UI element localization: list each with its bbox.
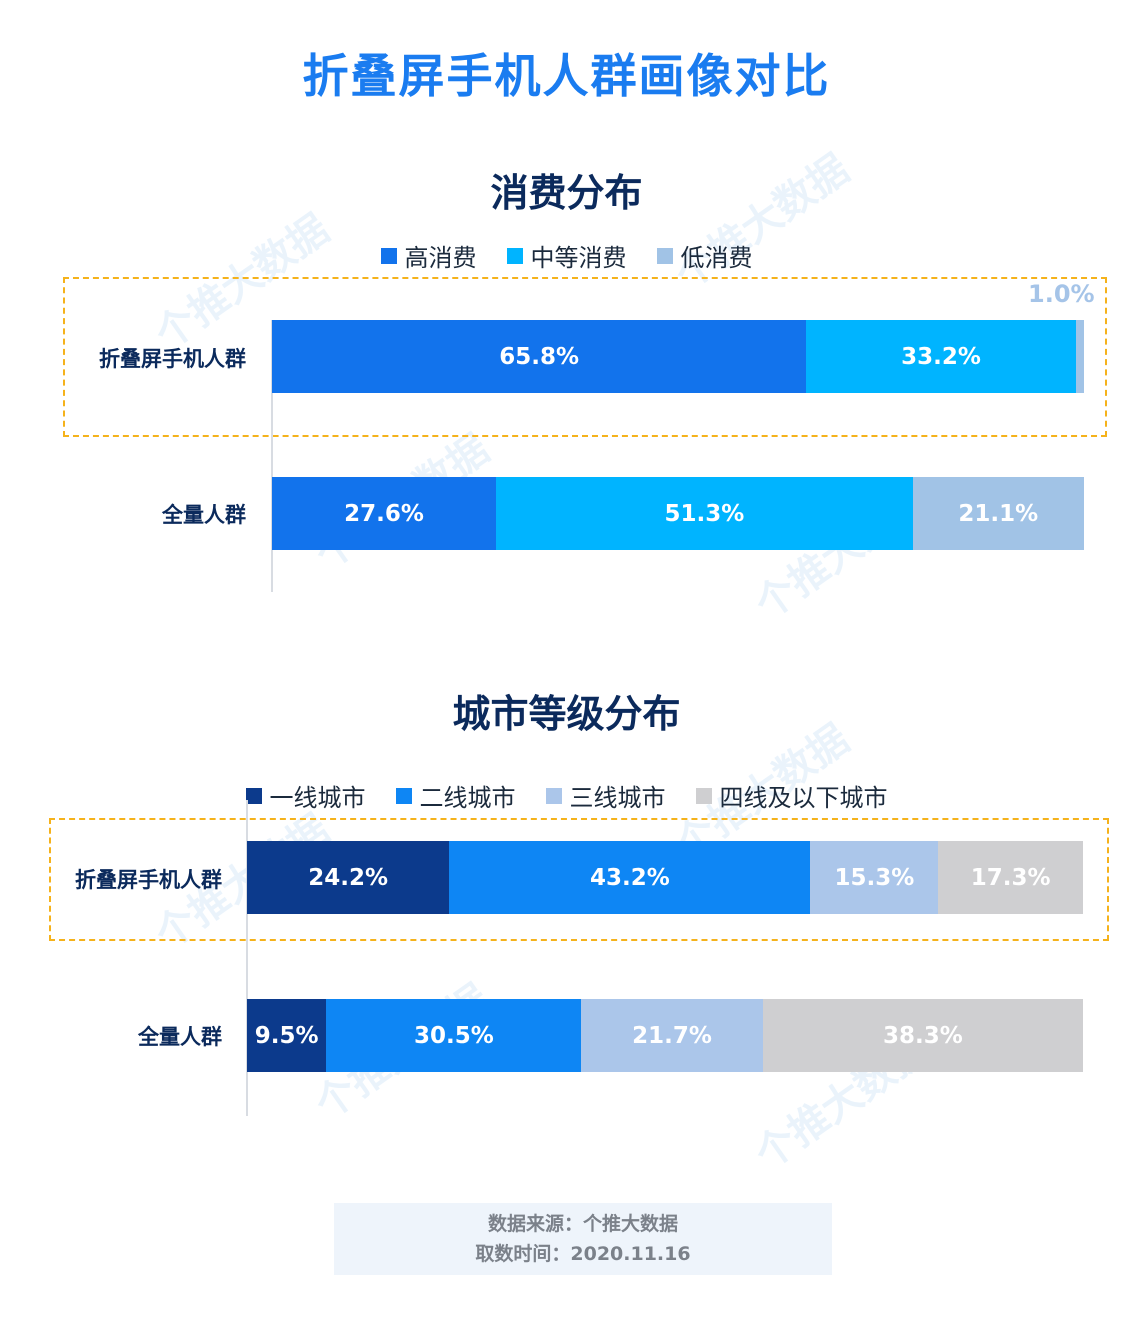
date-line: 取数时间：2020.11.16 [475, 1243, 691, 1265]
legend-consumption: 高消费 中等消费 低消费 [0, 238, 1133, 273]
bar-segment: 21.7% [581, 999, 763, 1072]
data-label: 38.3% [882, 1022, 963, 1049]
chart-title-consumption: 消费分布 [490, 171, 643, 215]
bar-segment: 65.8% [272, 320, 807, 393]
y-axis-line [271, 320, 273, 592]
bar-segment: 51.3% [496, 477, 913, 550]
y-axis-line [246, 800, 248, 1116]
legend-label: 一线城市 [269, 784, 366, 812]
legend-label: 高消费 [404, 244, 477, 272]
stacked-bar: 24.2% 43.2% 15.3% 17.3% [247, 841, 1083, 914]
data-label: 43.2% [589, 864, 670, 891]
bar-segment [1075, 320, 1084, 393]
data-label: 1.0% [1028, 280, 1095, 308]
row-label: 全量人群 [162, 503, 246, 527]
highlight-box [49, 818, 1109, 941]
legend-item: 低消费 [656, 238, 753, 273]
bar-segment: 24.2% [247, 841, 450, 914]
legend-label: 低消费 [680, 244, 753, 272]
data-label: 24.2% [308, 864, 389, 891]
bar-segment: 9.5% [247, 999, 327, 1072]
data-label: 17.3% [970, 864, 1051, 891]
data-label: 9.5% [254, 1022, 319, 1049]
legend-swatch [245, 787, 262, 804]
legend-label: 二线城市 [419, 784, 516, 812]
bar-segment: 38.3% [762, 999, 1083, 1072]
bar-segment: 43.2% [449, 841, 811, 914]
data-label: 51.3% [664, 500, 745, 527]
legend-item: 中等消费 [506, 238, 627, 273]
chart-title-city-tier: 城市等级分布 [452, 692, 681, 736]
stacked-bar: 65.8% 33.2% [272, 320, 1084, 393]
page-title: 折叠屏手机人群画像对比 [302, 49, 831, 103]
legend-label: 中等消费 [530, 244, 627, 272]
row-label: 折叠屏手机人群 [99, 347, 246, 371]
legend-swatch [395, 787, 412, 804]
data-label: 65.8% [499, 343, 580, 370]
legend-swatch [545, 787, 562, 804]
source-line: 数据来源：个推大数据 [487, 1213, 678, 1235]
legend-swatch [656, 247, 673, 264]
bar-segment: 17.3% [938, 841, 1083, 914]
legend-swatch [506, 247, 523, 264]
source-note: 数据来源：个推大数据 取数时间：2020.11.16 [334, 1203, 832, 1275]
legend-item: 二线城市 [395, 778, 516, 813]
row-label: 折叠屏手机人群 [75, 868, 222, 892]
data-label: 21.7% [632, 1022, 712, 1049]
legend-item: 四线及以下城市 [695, 778, 888, 813]
data-label: 15.3% [834, 864, 915, 891]
stacked-bar: 27.6% 51.3% 21.1% [272, 477, 1084, 550]
legend-city-tier: 一线城市 二线城市 三线城市 四线及以下城市 [0, 778, 1133, 813]
bar-segment: 27.6% [272, 477, 497, 550]
legend-swatch [695, 787, 712, 804]
bar-segment: 15.3% [810, 841, 939, 914]
bar-segment: 30.5% [326, 999, 582, 1072]
row-label: 全量人群 [138, 1025, 222, 1049]
highlight-box [63, 277, 1107, 437]
stacked-bar: 9.5% 30.5% 21.7% 38.3% [247, 999, 1083, 1072]
legend-item: 高消费 [380, 238, 477, 273]
bar-segment: 33.2% [806, 320, 1076, 393]
legend-swatch [380, 247, 397, 264]
legend-item: 三线城市 [545, 778, 666, 813]
bar-segment: 21.1% [912, 477, 1084, 550]
legend-label: 四线及以下城市 [719, 784, 888, 812]
data-label: 21.1% [958, 500, 1039, 527]
legend-item: 一线城市 [245, 778, 366, 813]
legend-label: 三线城市 [569, 784, 666, 812]
data-label: 33.2% [901, 343, 981, 370]
data-label: 30.5% [413, 1022, 494, 1049]
data-label: 27.6% [344, 500, 424, 527]
